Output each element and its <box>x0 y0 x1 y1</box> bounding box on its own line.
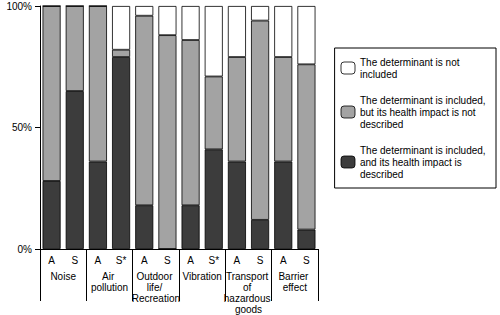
svg-text:Air: Air <box>102 271 117 282</box>
svg-text:Transport: Transport <box>226 271 271 282</box>
svg-text:S*: S* <box>208 255 219 266</box>
svg-text:Recreation: Recreation <box>132 293 180 304</box>
svg-text:described: described <box>360 169 403 180</box>
svg-text:life/: life/ <box>147 282 165 293</box>
svg-text:Outdoor: Outdoor <box>136 271 175 282</box>
svg-text:The determinant is not: The determinant is not <box>360 57 462 68</box>
svg-text:A: A <box>187 255 194 266</box>
svg-text:S: S <box>257 255 264 266</box>
svg-text:hazardous: hazardous <box>224 293 273 304</box>
svg-text:Barrier: Barrier <box>278 271 311 282</box>
svg-text:pollution: pollution <box>91 282 128 293</box>
svg-text:goods: goods <box>235 304 262 315</box>
svg-text:0%: 0% <box>18 244 33 255</box>
svg-text:Noise: Noise <box>50 271 76 282</box>
svg-text:S: S <box>303 255 310 266</box>
svg-text:A: A <box>280 255 287 266</box>
svg-text:of: of <box>243 282 254 293</box>
svg-text:but its health impact is not: but its health impact is not <box>360 107 478 118</box>
svg-text:S*: S* <box>116 255 127 266</box>
svg-text:A: A <box>48 255 55 266</box>
svg-text:A: A <box>141 255 148 266</box>
svg-text:S: S <box>164 255 171 266</box>
svg-text:Vibration: Vibration <box>183 271 222 282</box>
svg-text:S: S <box>71 255 78 266</box>
svg-text:A: A <box>234 255 241 266</box>
svg-text:A: A <box>95 255 102 266</box>
svg-text:50%: 50% <box>12 122 32 133</box>
svg-text:The determinant is included,: The determinant is included, <box>360 95 488 106</box>
svg-text:and its health impact is: and its health impact is <box>360 157 465 168</box>
svg-text:The determinant is included,: The determinant is included, <box>360 145 488 156</box>
svg-text:100%: 100% <box>6 1 32 12</box>
svg-text:effect: effect <box>283 282 307 293</box>
svg-text:described: described <box>360 119 403 130</box>
svg-text:included: included <box>360 69 397 80</box>
